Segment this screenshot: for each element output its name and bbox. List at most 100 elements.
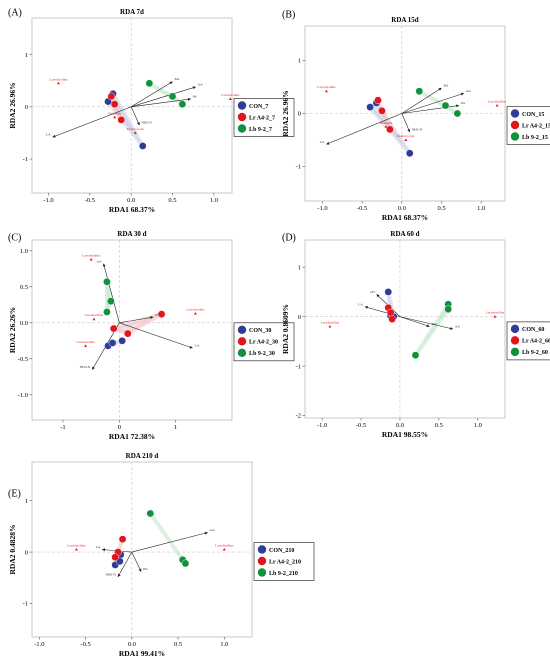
factor-vector xyxy=(399,316,430,328)
legend-label: Lr A4-2_30 xyxy=(249,340,278,346)
species-label: Lactobacillus xyxy=(82,253,101,257)
legend-label: Lr A4-2_7 xyxy=(249,115,275,121)
sample-point xyxy=(386,125,394,134)
chart-title: RDA 60 d xyxy=(390,230,419,238)
sample-point xyxy=(415,87,424,96)
factor-vector-label: LA xyxy=(46,133,51,137)
x-axis-label: RDA1 68.37% xyxy=(109,205,155,214)
sample-point xyxy=(374,96,382,105)
x-tick-label: 0.5 xyxy=(174,641,182,648)
rda-panel-a: (A) RDA 7d -1.0 -0.5 0.0 0.5 1.0 -1 0 1 RDA1 68.37… xyxy=(8,7,295,214)
species-marker xyxy=(228,97,232,100)
sample-point xyxy=(138,142,147,150)
x-tick-label: -0.5 xyxy=(80,641,90,648)
factor-vector-label: NH3-N xyxy=(141,121,152,125)
x-tick-label: 0.0 xyxy=(396,422,404,429)
legend-swatch xyxy=(257,568,267,577)
x-tick-label: -1.0 xyxy=(317,422,327,429)
y-tick-label: -1.0 xyxy=(18,392,28,399)
factor-vector-label: NH3-N xyxy=(412,128,423,132)
x-tick-label: 0.0 xyxy=(398,205,406,212)
plot-frame xyxy=(304,239,506,419)
species-marker xyxy=(133,131,137,134)
species-label: Lactobacillus xyxy=(186,307,205,311)
chart-title: RDA 30 d xyxy=(117,230,146,238)
x-tick-label: 0.5 xyxy=(435,422,443,429)
y-tick-label: 0 xyxy=(298,314,301,321)
legend-swatch xyxy=(510,324,520,334)
legend-swatch xyxy=(510,120,520,130)
legend-label: Lb 9-2_210 xyxy=(269,571,298,577)
factor-vector xyxy=(131,81,173,108)
factor-vector-label: AA xyxy=(198,82,204,86)
sample-point xyxy=(168,92,177,101)
rda-panel-d: (D) RDA 60 d -1.0 -0.5 0.0 0.5 1.0 -2 -1 0 1 RDA1 9… xyxy=(281,230,550,439)
sample-point xyxy=(444,305,452,314)
factor-vector xyxy=(52,106,132,138)
species-label: Lactobacillus xyxy=(76,340,95,344)
y-axis-label: RDA2 26.96% xyxy=(281,90,290,136)
sample-point xyxy=(109,324,118,333)
species-marker xyxy=(89,257,93,261)
species-marker xyxy=(92,317,96,321)
factor-vector xyxy=(399,316,454,330)
species-marker xyxy=(84,344,88,347)
legend-label: CON_30 xyxy=(249,328,271,334)
factor-vector xyxy=(131,86,196,108)
x-axis-label: RDA1 99.41% xyxy=(119,649,165,658)
sample-point xyxy=(378,107,386,115)
species-label: Lactobacillus xyxy=(49,77,68,81)
y-tick-label: -0.5 xyxy=(18,356,28,363)
species-marker xyxy=(193,311,197,315)
x-tick-label: 0.5 xyxy=(168,197,176,204)
factor-vector-label: AA xyxy=(96,259,102,263)
factor-vector-label: NH3-N xyxy=(80,365,91,369)
species-label: Lactobacillus xyxy=(317,85,336,89)
x-tick-label: 1.0 xyxy=(210,197,218,204)
species-label: Lactobacillus xyxy=(215,544,234,548)
legend-swatch xyxy=(257,556,267,566)
species-label: Weissella xyxy=(108,111,121,115)
sample-point xyxy=(388,315,396,323)
y-tick-label: 0 xyxy=(25,549,28,556)
factor-vector-label: PA xyxy=(193,94,198,98)
x-tick-label: 0.5 xyxy=(437,205,445,212)
sample-point xyxy=(441,101,450,110)
sample-point xyxy=(146,509,155,518)
legend-swatch xyxy=(510,347,520,357)
chart-title: RDA 15d xyxy=(391,16,419,24)
x-tick-label: -1.0 xyxy=(34,641,44,648)
sample-point xyxy=(103,277,111,286)
plot-frame xyxy=(31,17,233,194)
legend-label: CON_210 xyxy=(269,548,294,554)
panel-label: (C) xyxy=(8,232,21,243)
sample-point xyxy=(453,109,462,118)
factor-vector xyxy=(131,97,191,108)
sample-point xyxy=(145,79,154,88)
species-label: Pediococcus xyxy=(127,127,145,131)
species-marker xyxy=(495,104,499,107)
legend-label: CON_15 xyxy=(522,112,544,118)
factor-vector-label: pH xyxy=(370,290,375,294)
legend-swatch xyxy=(237,348,247,357)
chart-title: RDA 7d xyxy=(120,8,144,16)
x-axis-label: RDA1 98.55% xyxy=(382,430,428,439)
sample-point xyxy=(405,149,414,158)
panel-label: (A) xyxy=(8,7,22,18)
y-tick-label: -1 xyxy=(296,363,301,370)
legend-swatch xyxy=(237,124,247,133)
factor-vector-label: pH xyxy=(155,313,160,317)
x-tick-label: -1 xyxy=(60,424,65,431)
sample-point xyxy=(181,559,190,568)
sample-point xyxy=(110,100,119,108)
factor-vector xyxy=(119,316,154,324)
factor-vector-label: LA xyxy=(320,140,325,144)
species-label: Lactobacillus xyxy=(486,311,505,315)
species-label: Pediococcus xyxy=(397,134,415,138)
factor-vector xyxy=(130,106,140,126)
species-marker xyxy=(493,315,497,318)
factor-vector-label: AA xyxy=(466,89,472,93)
factor-vector xyxy=(131,551,142,572)
species-marker xyxy=(328,325,332,328)
sample-point xyxy=(108,339,117,347)
